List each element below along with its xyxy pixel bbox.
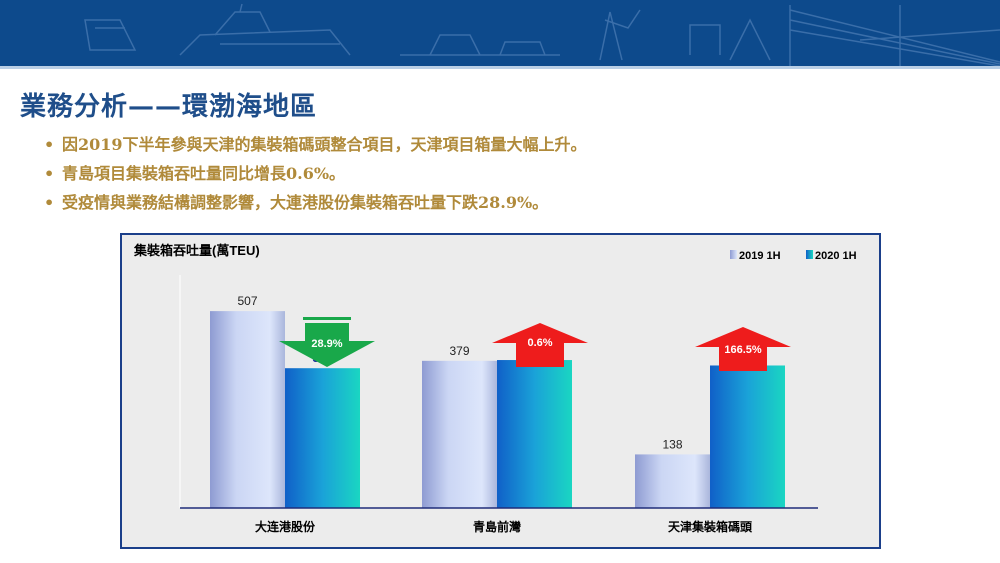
page-title: 業務分析——環渤海地區 xyxy=(20,92,318,122)
bullet-item: • 受疫情與業務結構調整影響，大連港股份集裝箱吞吐量下跌28.9%。 xyxy=(44,192,587,221)
change-badge-label: 166.5% xyxy=(724,344,762,356)
bullet-dot-icon: • xyxy=(44,164,55,183)
chart-legend: 2019 1H 2020 1H xyxy=(730,250,857,262)
arrow-up-icon: 166.5% xyxy=(695,327,791,371)
plot-area: 507360大连港股份379381青島前灣138367天津集裝箱碼頭28.9%0… xyxy=(210,294,791,534)
bar-2020 xyxy=(285,368,360,508)
legend-label: 2020 1H xyxy=(815,250,857,262)
bar-2020 xyxy=(497,360,572,508)
change-badge-label: 28.9% xyxy=(311,338,342,350)
header-banner xyxy=(0,0,1000,66)
arrow-cap xyxy=(303,317,351,320)
bullet-dot-icon: • xyxy=(44,135,55,154)
arrow-down-icon: 28.9% xyxy=(279,317,375,367)
x-tick-label: 天津集裝箱碼頭 xyxy=(668,519,753,534)
bar-value-label: 138 xyxy=(662,437,682,451)
legend-label: 2019 1H xyxy=(739,250,781,262)
arrow-shape xyxy=(279,323,375,367)
bar-2019 xyxy=(422,360,497,508)
banner-divider xyxy=(0,66,1000,69)
legend-swatch xyxy=(806,250,813,259)
bar-2019 xyxy=(635,454,710,508)
arrow-up-icon: 0.6% xyxy=(492,323,588,367)
chart-title: 集裝箱吞吐量(萬TEU) xyxy=(133,243,260,258)
bullet-dot-icon: • xyxy=(44,193,55,212)
bullet-item: • 因2019下半年參與天津的集裝箱碼頭整合項目，天津項目箱量大幅上升。 xyxy=(44,134,587,163)
bullet-text: 因2019下半年參與天津的集裝箱碼頭整合項目，天津項目箱量大幅上升。 xyxy=(62,135,587,154)
bullet-text: 受疫情與業務結構調整影響，大連港股份集裝箱吞吐量下跌28.9%。 xyxy=(62,193,549,212)
bar-value-label: 507 xyxy=(237,294,257,308)
x-tick-label: 青島前灣 xyxy=(473,519,521,534)
banner-illustration xyxy=(84,3,1000,66)
legend-swatch xyxy=(730,250,737,259)
bar-2019 xyxy=(210,311,285,508)
bar-value-label: 379 xyxy=(449,344,469,358)
bar-2020 xyxy=(710,365,785,508)
bullet-text: 青島項目集裝箱吞吐量同比增長0.6%。 xyxy=(62,164,346,183)
arrow-shape xyxy=(492,323,588,367)
bullet-list: • 因2019下半年參與天津的集裝箱碼頭整合項目，天津項目箱量大幅上升。 • 青島項… xyxy=(44,134,587,221)
change-badge-label: 0.6% xyxy=(527,337,552,349)
x-tick-label: 大连港股份 xyxy=(255,519,316,534)
bullet-item: • 青島項目集裝箱吞吐量同比增長0.6%。 xyxy=(44,163,587,192)
arrow-shape xyxy=(695,327,791,371)
